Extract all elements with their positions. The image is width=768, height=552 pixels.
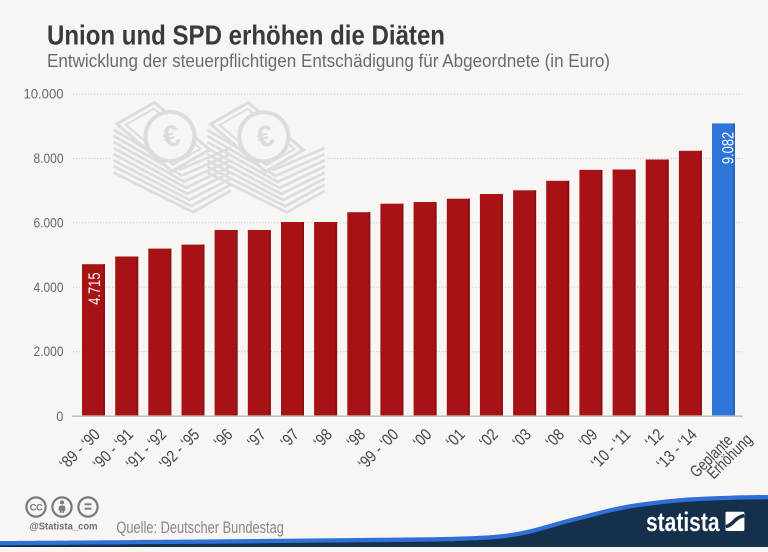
svg-text:Quelle: Deutscher Bundestag: Quelle: Deutscher Bundestag: [116, 518, 284, 537]
svg-text:4.715: 4.715: [85, 273, 104, 305]
svg-text:0: 0: [56, 409, 63, 424]
svg-text:2.000: 2.000: [34, 344, 64, 359]
svg-text:4.000: 4.000: [34, 280, 64, 295]
svg-text:CC: CC: [30, 502, 43, 513]
svg-text:8.000: 8.000: [34, 151, 64, 166]
svg-text:Entwicklung der steuerpflichti: Entwicklung der steuerpflichtigen Entsch…: [47, 51, 610, 71]
svg-text:6.000: 6.000: [34, 215, 64, 230]
svg-text:@Statista_com: @Statista_com: [30, 522, 98, 533]
svg-text:9.082: 9.082: [719, 132, 738, 164]
svg-text:statista: statista: [646, 507, 720, 537]
svg-text:Union und SPD erhöhen die Diät: Union und SPD erhöhen die Diäten: [47, 20, 445, 51]
svg-text:10.000: 10.000: [24, 87, 64, 102]
